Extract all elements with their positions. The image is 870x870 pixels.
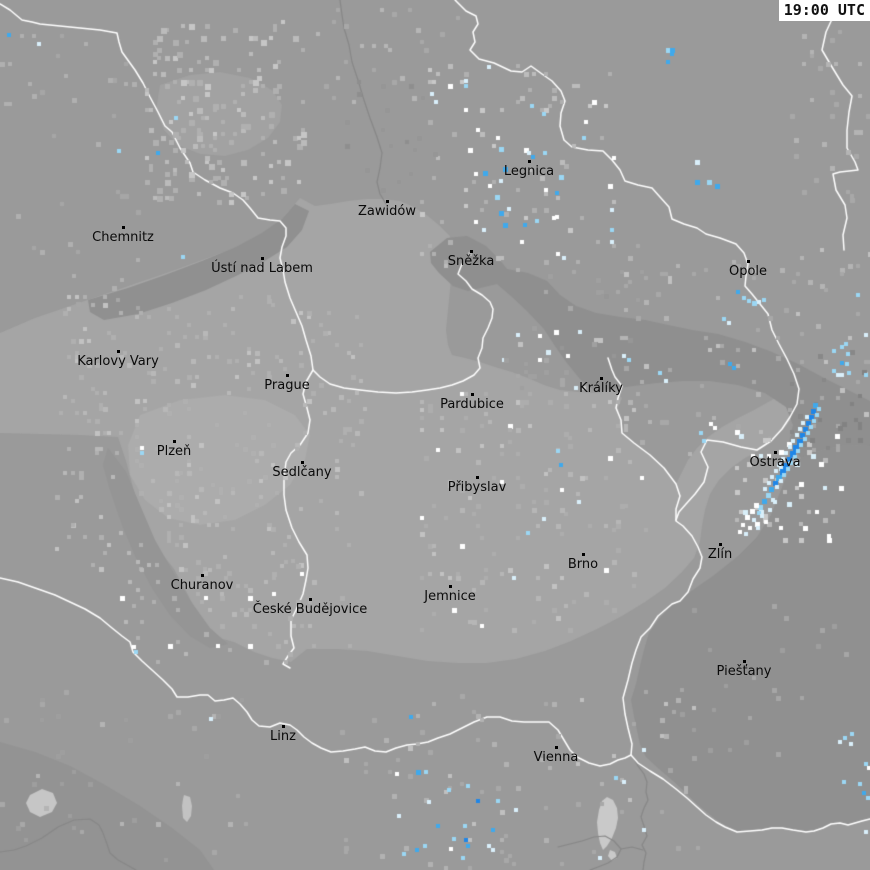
city-label: Plzeň: [156, 444, 192, 459]
city-label: České Budějovice: [252, 602, 368, 617]
city-label: Jemnice: [424, 589, 476, 604]
city-label: Karlovy Vary: [77, 354, 159, 369]
city-dot: [282, 725, 285, 728]
city-label: Brno: [567, 557, 599, 572]
city-dot: [122, 226, 125, 229]
city-dot: [117, 350, 120, 353]
city-label: Ústí nad Labem: [211, 261, 313, 276]
city-dot: [386, 200, 389, 203]
city-label: Opole: [728, 264, 768, 279]
city-dot: [743, 660, 746, 663]
city-label: Zlín: [707, 547, 733, 562]
city-dot: [528, 160, 531, 163]
city-dot: [301, 461, 304, 464]
city-dot: [286, 374, 289, 377]
city-dot: [261, 257, 264, 260]
city-label: Vienna: [533, 750, 579, 765]
city-label: Churanov: [170, 578, 234, 593]
city-dot: [582, 553, 585, 556]
city-dot: [747, 260, 750, 263]
city-dot: [476, 476, 479, 479]
city-label: Sedlčany: [272, 465, 332, 480]
city-dot: [555, 746, 558, 749]
city-dot: [774, 451, 777, 454]
city-label: Linz: [270, 729, 296, 744]
city-dot: [201, 574, 204, 577]
city-dot: [173, 440, 176, 443]
city-dot: [309, 598, 312, 601]
city-dot: [719, 543, 722, 546]
city-label: Zawidów: [358, 204, 416, 219]
city-dot: [449, 585, 452, 588]
city-dot: [600, 377, 603, 380]
city-label: Prague: [264, 378, 310, 393]
city-dot: [470, 250, 473, 253]
city-label: Piešťany: [716, 664, 772, 679]
city-label: Přibyslav: [447, 480, 507, 495]
city-dot: [471, 393, 474, 396]
timestamp-badge: 19:00 UTC: [778, 0, 870, 21]
city-label: Králíky: [579, 381, 623, 396]
city-label: Ostrava: [749, 455, 801, 470]
city-label: Chemnitz: [92, 230, 154, 245]
city-label: Pardubice: [440, 397, 504, 412]
city-label: Legnica: [503, 164, 555, 179]
city-label: Sněžka: [447, 254, 495, 269]
